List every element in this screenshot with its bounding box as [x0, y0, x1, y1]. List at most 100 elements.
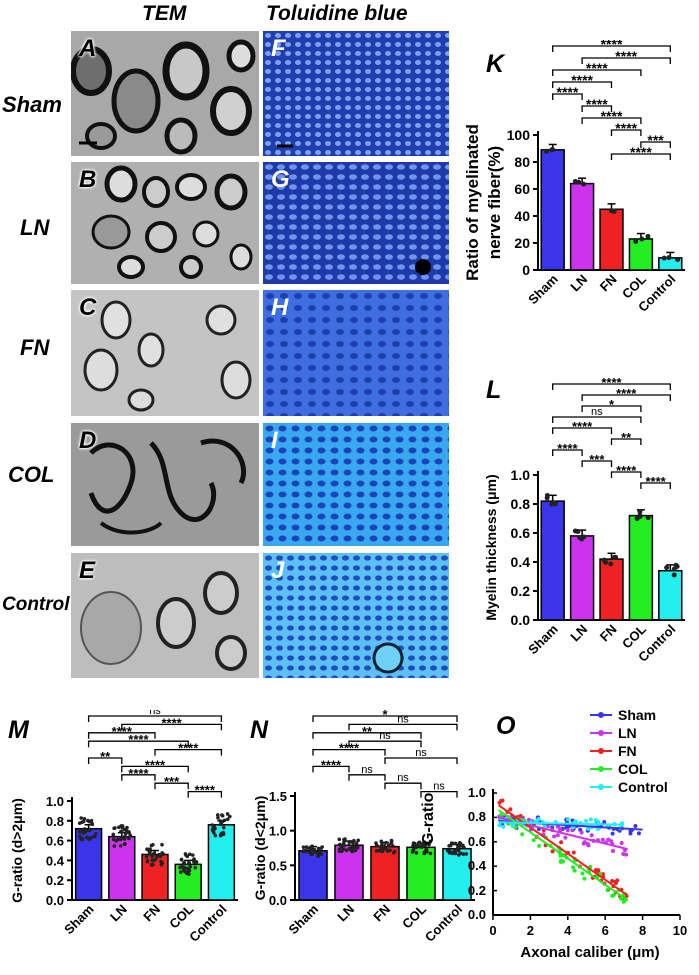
scatter-point-ln [555, 833, 560, 838]
y-axis-label: G-ratio (d>2μm) [9, 798, 25, 903]
significance-label: **** [112, 724, 133, 739]
data-point [194, 860, 199, 864]
data-point [126, 830, 131, 834]
data-point [82, 827, 87, 831]
bar-col [628, 238, 654, 271]
data-point [420, 845, 424, 849]
data-point [227, 814, 232, 819]
data-point [81, 819, 86, 824]
significance-label: *** [647, 132, 664, 148]
x-tick-label: 10 [673, 923, 687, 938]
significance-label: **** [586, 96, 608, 112]
data-point [79, 816, 83, 820]
data-point [428, 839, 433, 844]
significance-bracket [610, 153, 671, 160]
row-label-control: Control [2, 594, 70, 615]
x-category-label: FN [370, 902, 393, 925]
y-tick-label: 1.5 [269, 789, 287, 804]
data-point [417, 840, 422, 845]
data-point [125, 825, 129, 830]
significance-bracket [384, 782, 422, 790]
data-point [315, 851, 320, 855]
data-point [111, 837, 116, 842]
data-point [82, 816, 87, 821]
scatter-point-control [565, 817, 570, 822]
y-tick-label: 0.8 [467, 809, 486, 825]
y-tick-label: 1.0 [269, 824, 287, 839]
y-tick-label: 0.8 [46, 814, 64, 829]
scatter-point-sham [628, 831, 633, 836]
scatter-point-ln [555, 824, 560, 829]
significance-label: **** [128, 766, 149, 781]
data-point [111, 832, 116, 837]
data-point [183, 852, 188, 856]
significance-bracket [312, 732, 422, 739]
data-point [389, 841, 394, 846]
scatter-point-fn [559, 840, 564, 845]
data-point [449, 843, 453, 848]
scatter-point-ln [582, 840, 587, 845]
toluidine-micrograph-ln: G [263, 162, 449, 284]
data-point [144, 855, 149, 859]
significance-label: **** [630, 144, 652, 160]
scatter-point-sham [610, 831, 615, 836]
legend-marker-sham [598, 712, 604, 718]
data-point [89, 835, 93, 840]
panel-letter-c: C [79, 294, 97, 321]
tem-texture-fn [71, 290, 259, 416]
panel-letter-n: N [250, 716, 269, 744]
significance-label: **** [128, 732, 149, 747]
y-tick-label: 100 [507, 127, 531, 143]
data-point [81, 831, 86, 835]
scatter-point-ln [600, 837, 605, 842]
data-point [464, 852, 469, 856]
data-point [343, 837, 347, 841]
significance-label: ns [361, 764, 373, 776]
data-point [92, 834, 96, 839]
data-point [341, 847, 346, 852]
y-tick-label: 0.8 [511, 496, 531, 512]
significance-bracket [87, 757, 123, 764]
scatter-point-fn [596, 868, 601, 873]
y-tick-label: 0.6 [511, 525, 531, 541]
significance-bracket [154, 748, 223, 756]
x-category-label: Sham [525, 272, 561, 308]
panel-letter-f: F [271, 35, 286, 62]
data-point [671, 566, 677, 572]
x-category-label: LN [567, 622, 590, 645]
data-point [150, 858, 154, 863]
x-category-label: FN [597, 622, 620, 645]
data-point [90, 822, 95, 827]
data-point [316, 846, 321, 851]
significance-label: * [382, 710, 388, 722]
significance-bracket [552, 69, 642, 76]
significance-label: ns [397, 713, 409, 725]
bar-fn [599, 208, 624, 271]
data-point [225, 812, 230, 816]
data-point [78, 830, 83, 834]
scatter-point-fn [610, 879, 615, 884]
data-point [356, 845, 360, 850]
panel-letter-j: J [271, 557, 285, 584]
toluidine-micrograph-sham: F [263, 31, 449, 156]
y-tick-label: 1.0 [467, 785, 486, 800]
data-point [181, 862, 186, 866]
legend-label-sham: Sham [618, 707, 656, 723]
data-point [85, 835, 89, 840]
data-point [185, 854, 190, 859]
significance-bracket [552, 81, 613, 88]
legend-label-ln: LN [618, 725, 637, 741]
scatter-point-control [596, 819, 601, 824]
data-point [664, 565, 670, 571]
data-point [151, 842, 155, 847]
toluidine-column-header: Toluidine blue [266, 2, 408, 25]
data-point [634, 516, 640, 522]
significance-bracket [581, 117, 642, 124]
y-tick-label: 0.6 [467, 833, 486, 849]
significance-bracket [552, 449, 583, 456]
significance-label: **** [615, 48, 637, 64]
significance-label: **** [615, 120, 637, 136]
data-point [601, 557, 607, 563]
data-point [385, 849, 390, 853]
chart-o-gratio-scatter: 0 2 4 6 8 10 Axonal caliber (μm) Sham LN FN COL Con… [490, 707, 687, 961]
